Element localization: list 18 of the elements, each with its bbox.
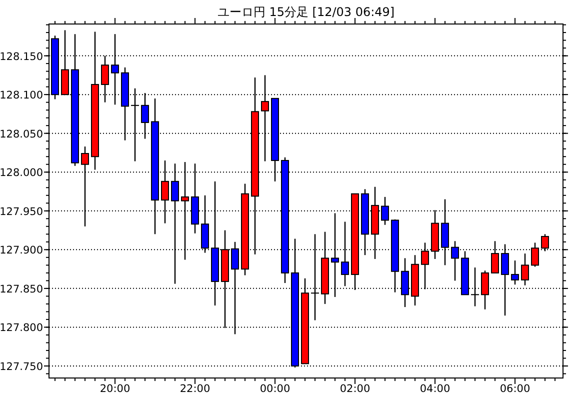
y-tick-label: 128.050 <box>0 128 43 140</box>
candlestick <box>521 252 529 286</box>
x-tick-label: 06:00 <box>500 383 530 395</box>
y-tick-label: 127.750 <box>0 360 43 373</box>
y-tick-label: 127.850 <box>0 283 43 296</box>
y-tick-label: 128.100 <box>0 90 43 102</box>
chart-title: ユーロ円 15分足 [12/03 06:49] <box>217 5 395 19</box>
y-tick-label: 127.900 <box>0 244 43 257</box>
x-tick-label: 22:00 <box>180 383 210 395</box>
y-tick-label: 128.150 <box>0 50 43 63</box>
x-tick-label: 02:00 <box>340 383 370 395</box>
y-tick-label: 127.800 <box>0 322 43 334</box>
x-tick-label: 00:00 <box>260 383 290 395</box>
y-tick-label: 128.000 <box>0 167 43 180</box>
candlestick <box>511 260 519 286</box>
y-tick-label: 127.950 <box>0 206 43 218</box>
x-tick-label: 04:00 <box>420 383 450 395</box>
x-tick-label: 20:00 <box>100 383 130 395</box>
